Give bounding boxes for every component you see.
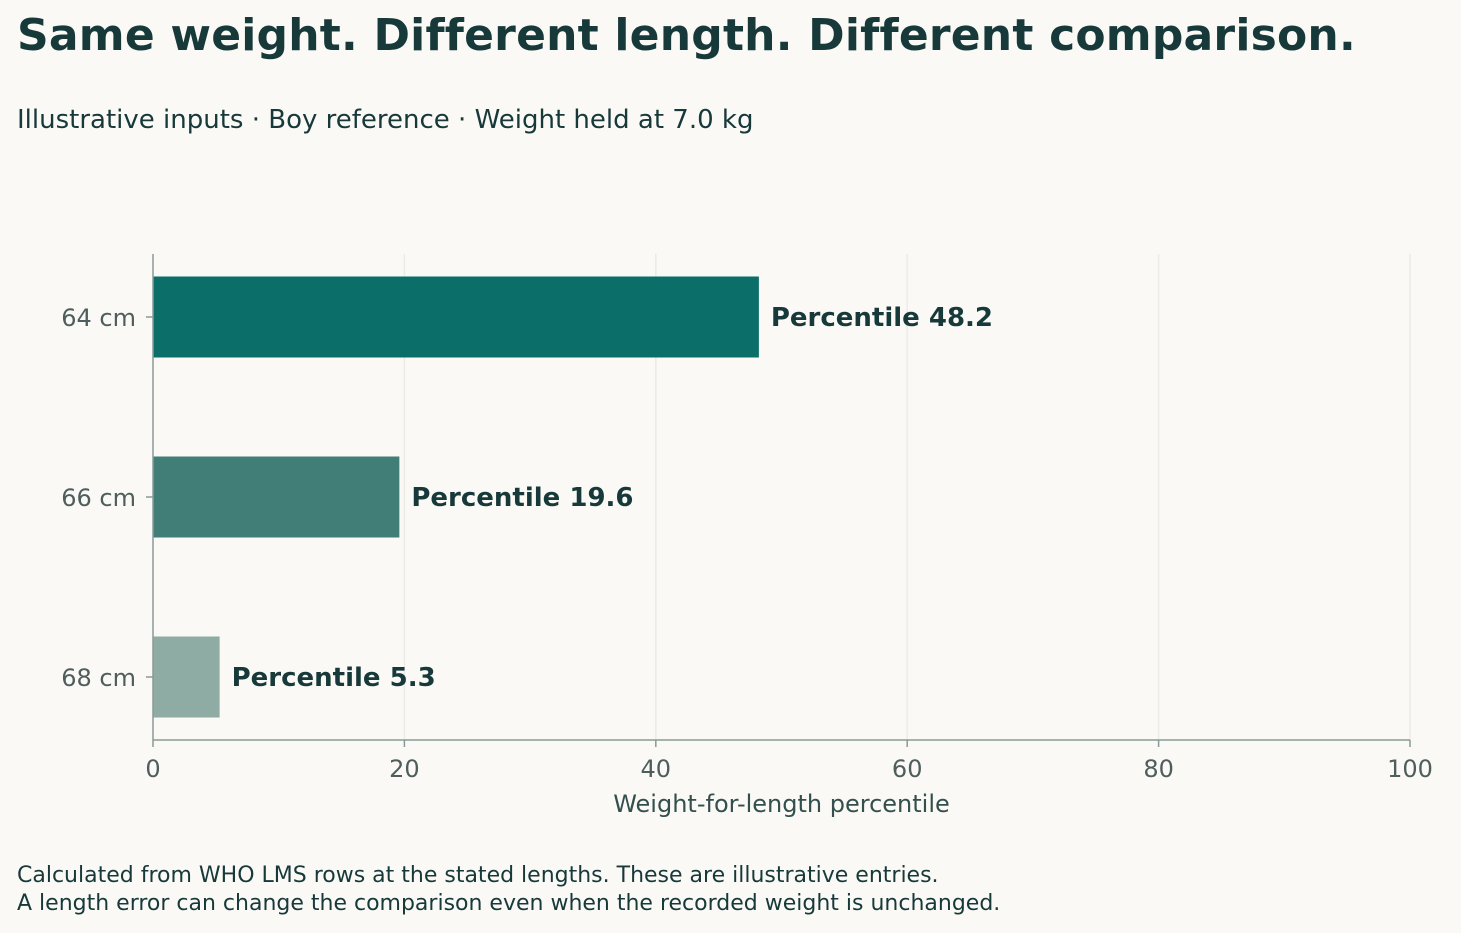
chart-title: Same weight. Different length. Different… (17, 10, 1356, 61)
bar-64-cm (153, 276, 759, 358)
data-label-64-cm: Percentile 48.2 (771, 303, 993, 333)
y-tick-label-68-cm: 68 cm (61, 664, 136, 692)
x-tick-label-60: 60 (892, 755, 923, 783)
footnote-line-2: A length error can change the comparison… (17, 891, 1001, 916)
x-axis-title: Weight-for-length percentile (613, 790, 950, 818)
y-tick-label-64-cm: 64 cm (61, 304, 136, 332)
labels: Percentile 48.2 Percentile 19.6 Percentile… (61, 303, 1433, 818)
bar-68-cm (153, 636, 220, 718)
bars (153, 276, 759, 718)
x-tick-label-20: 20 (389, 755, 420, 783)
chart-subtitle: Illustrative inputs · Boy reference · We… (17, 105, 754, 135)
x-tick-label-100: 100 (1387, 755, 1433, 783)
y-tick-label-66-cm: 66 cm (61, 484, 136, 512)
data-label-66-cm: Percentile 19.6 (411, 483, 633, 513)
axes (146, 254, 1411, 747)
x-tick-label-80: 80 (1143, 755, 1174, 783)
x-tick-label-40: 40 (641, 755, 672, 783)
footnote: Calculated from WHO LMS rows at the stat… (17, 862, 1000, 918)
x-tick-label-0: 0 (145, 755, 160, 783)
data-label-68-cm: Percentile 5.3 (232, 663, 436, 693)
bar-66-cm (153, 456, 400, 538)
footnote-line-1: Calculated from WHO LMS rows at the stat… (17, 863, 939, 888)
